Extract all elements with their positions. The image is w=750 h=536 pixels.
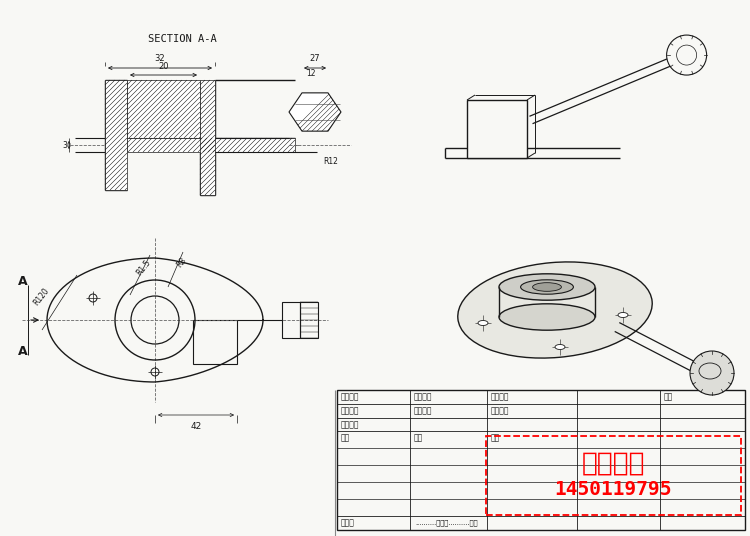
Bar: [193, 320, 237, 364]
Text: 本页共: 本页共: [341, 518, 355, 527]
Text: 出图日期: 出图日期: [414, 392, 433, 401]
Ellipse shape: [458, 262, 652, 358]
Bar: [127, 80, 200, 138]
Text: 3: 3: [62, 140, 67, 150]
Text: SECTION A-A: SECTION A-A: [148, 34, 217, 44]
Text: 零件明细: 零件明细: [341, 420, 359, 429]
Text: 42: 42: [190, 422, 202, 431]
Ellipse shape: [520, 280, 574, 294]
Ellipse shape: [478, 321, 488, 325]
Bar: [105, 80, 127, 190]
Bar: [300, 302, 318, 338]
Text: 数量: 数量: [414, 434, 423, 443]
Text: R120: R120: [32, 286, 51, 307]
Text: 12: 12: [306, 69, 316, 78]
Polygon shape: [289, 93, 341, 131]
Text: 审核者名: 审核者名: [491, 406, 509, 415]
Text: 做图暗号: 做图暗号: [582, 450, 645, 477]
Text: 32: 32: [154, 54, 165, 63]
Text: 20: 20: [158, 62, 169, 71]
Bar: [467, 100, 527, 158]
Ellipse shape: [555, 345, 565, 349]
Bar: [282, 302, 300, 338]
Text: R8: R8: [175, 256, 188, 269]
Bar: [127, 138, 295, 152]
Ellipse shape: [618, 312, 628, 317]
Text: 校对者名: 校对者名: [491, 392, 509, 401]
Circle shape: [667, 35, 706, 75]
Ellipse shape: [499, 304, 595, 330]
Text: 27: 27: [310, 54, 320, 63]
Text: 出图比例: 出图比例: [341, 392, 359, 401]
Text: 1450119795: 1450119795: [555, 480, 672, 499]
Ellipse shape: [499, 274, 595, 300]
Text: R12: R12: [323, 158, 338, 167]
Text: 设计工式: 设计工式: [341, 406, 359, 415]
Text: 出图编号: 出图编号: [414, 406, 433, 415]
Text: A: A: [18, 345, 28, 358]
Bar: [337, 390, 745, 530]
Text: A: A: [18, 275, 28, 288]
Text: 名称: 名称: [341, 434, 350, 443]
Bar: [486, 436, 741, 515]
Text: 材料: 材料: [491, 434, 500, 443]
Text: 备注: 备注: [664, 392, 674, 401]
Ellipse shape: [532, 282, 562, 292]
Text: R1.5: R1.5: [135, 258, 153, 277]
Text: ..........页，共..........页。: ..........页，共..........页。: [415, 520, 478, 526]
Circle shape: [690, 351, 734, 395]
Bar: [200, 80, 215, 195]
